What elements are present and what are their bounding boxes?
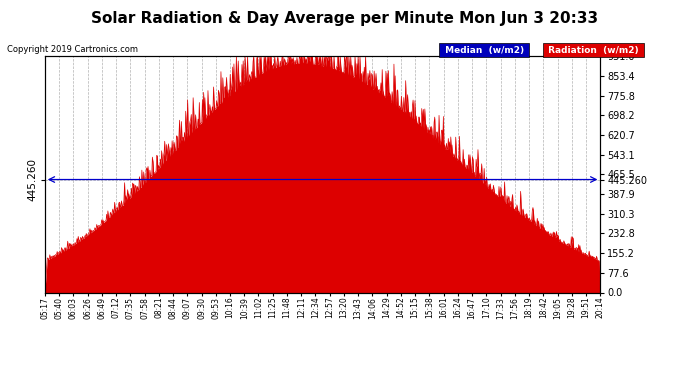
- Text: Radiation  (w/m2): Radiation (w/m2): [545, 46, 642, 55]
- Text: Median  (w/m2): Median (w/m2): [442, 46, 527, 55]
- Text: Solar Radiation & Day Average per Minute Mon Jun 3 20:33: Solar Radiation & Day Average per Minute…: [92, 11, 598, 26]
- Text: Copyright 2019 Cartronics.com: Copyright 2019 Cartronics.com: [7, 45, 138, 54]
